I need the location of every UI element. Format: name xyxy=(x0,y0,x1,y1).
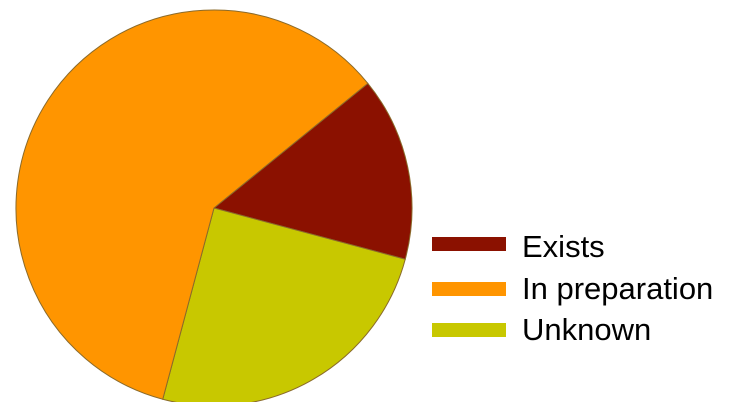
pie-slice-in-preparation xyxy=(15,9,369,400)
legend-item-in-preparation: In preparation xyxy=(432,271,713,306)
pie-slices xyxy=(15,9,413,402)
legend-label-exists: Exists xyxy=(522,229,605,264)
legend-label-unknown: Unknown xyxy=(522,312,651,347)
legend-swatch-exists xyxy=(432,237,506,251)
legend-item-exists: Exists xyxy=(432,229,605,264)
legend-swatch-in-preparation xyxy=(432,282,506,296)
pie-slice-exists xyxy=(212,82,413,260)
legend: Exists In preparation Unknown xyxy=(432,229,713,347)
legend-item-unknown: Unknown xyxy=(432,312,651,347)
pie-slice-unknown xyxy=(162,207,406,402)
legend-label-in-preparation: In preparation xyxy=(522,271,713,306)
legend-swatch-unknown xyxy=(432,323,506,337)
